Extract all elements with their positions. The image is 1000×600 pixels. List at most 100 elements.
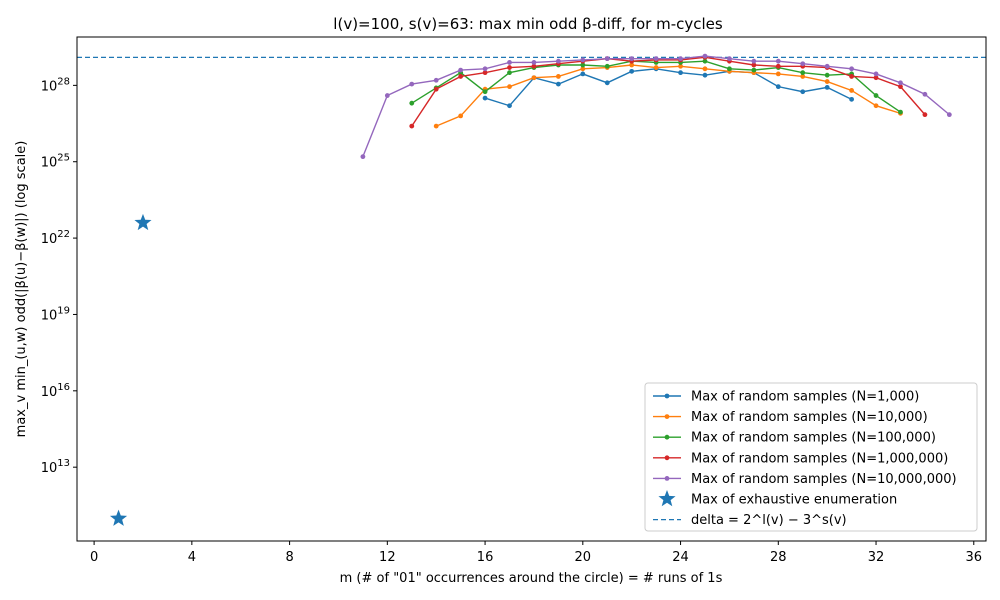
legend-entry: Max of random samples (N=100,000)	[653, 431, 936, 446]
plot-area	[77, 53, 986, 526]
x-axis: 0 4 8 12 16 20 24 28 32 36	[90, 541, 982, 565]
data-point	[898, 109, 903, 115]
legend-marker	[664, 393, 670, 399]
legend-marker	[664, 476, 670, 481]
data-point	[555, 58, 561, 64]
data-point	[702, 72, 708, 78]
data-point	[800, 74, 806, 79]
legend-entry: delta = 2^l(v) − 3^s(v)	[653, 513, 847, 528]
data-point	[507, 103, 512, 109]
legend-marker	[664, 455, 670, 461]
data-point	[580, 62, 586, 68]
data-point	[409, 81, 415, 87]
data-point	[849, 88, 855, 93]
data-point	[580, 57, 586, 63]
data-point	[433, 86, 439, 92]
data-point	[824, 79, 830, 84]
data-point	[800, 89, 806, 95]
data-point	[702, 58, 708, 64]
x-tick-label: 36	[966, 550, 983, 565]
legend-box	[644, 382, 978, 532]
data-point	[653, 56, 659, 62]
legend-entry: Max of random samples (N=1,000)	[653, 390, 919, 405]
series-2	[433, 62, 903, 129]
x-tick-label: 20	[575, 550, 592, 565]
data-point	[409, 100, 415, 106]
data-point	[751, 62, 757, 68]
legend-label: Max of random samples (N=10,000)	[691, 410, 928, 425]
data-point	[409, 123, 415, 129]
plot-frame	[76, 36, 987, 542]
data-point	[433, 123, 439, 129]
data-point	[775, 71, 781, 77]
data-point	[482, 89, 488, 95]
data-point	[531, 75, 537, 81]
exhaustive-star	[134, 213, 152, 231]
data-point	[507, 84, 512, 90]
data-point	[849, 96, 855, 102]
data-point	[824, 85, 830, 90]
data-point	[604, 80, 610, 86]
data-point	[946, 112, 952, 118]
data-point	[898, 80, 903, 86]
data-point	[775, 58, 781, 64]
data-point	[678, 63, 683, 69]
x-axis-label: m (# of "01" occurrences around the circ…	[340, 571, 723, 586]
x-tick-label: 24	[672, 550, 689, 565]
data-point	[873, 93, 879, 98]
data-point	[482, 70, 488, 76]
data-point	[922, 112, 928, 118]
data-point	[604, 56, 610, 62]
legend-entry: Max of exhaustive enumeration	[658, 490, 897, 508]
data-point	[482, 95, 488, 101]
chart-title: l(v)=100, s(v)=63: max min odd β-diff, f…	[333, 15, 723, 33]
legend-marker	[664, 414, 670, 419]
data-point	[678, 56, 683, 62]
data-point	[653, 65, 659, 70]
x-tick-label: 0	[90, 550, 98, 565]
data-point	[678, 70, 683, 76]
legend-label: Max of random samples (N=10,000,000)	[691, 472, 957, 487]
legend-label: Max of random samples (N=100,000)	[691, 431, 936, 446]
data-point	[702, 66, 708, 72]
data-point	[898, 84, 903, 90]
data-point	[775, 84, 781, 90]
data-point	[629, 56, 635, 62]
data-point	[873, 75, 879, 81]
data-point	[727, 66, 732, 72]
data-point	[580, 66, 586, 72]
legend: Max of random samples (N=1,000) Max of ra…	[644, 382, 978, 532]
data-point	[555, 81, 561, 87]
x-tick-label: 32	[868, 550, 885, 565]
legend-label: delta = 2^l(v) − 3^s(v)	[691, 513, 847, 528]
data-point	[751, 67, 757, 73]
data-point	[433, 77, 439, 83]
data-point	[458, 113, 464, 119]
data-point	[458, 74, 464, 79]
data-point	[849, 66, 855, 72]
series-line	[411, 56, 926, 127]
data-point	[727, 56, 732, 62]
x-tick-label: 16	[477, 550, 494, 565]
legend-label: Max of random samples (N=1,000,000)	[691, 451, 948, 466]
data-point	[580, 71, 586, 77]
data-point	[531, 63, 537, 69]
data-point	[824, 72, 830, 78]
series-line	[484, 68, 852, 107]
data-point	[604, 63, 610, 69]
legend-entry: Max of random samples (N=10,000,000)	[653, 472, 957, 487]
data-point	[702, 53, 708, 59]
data-point	[629, 68, 635, 74]
data-point	[531, 60, 537, 65]
data-point	[824, 63, 830, 69]
data-point	[873, 103, 879, 109]
data-point	[629, 62, 635, 68]
x-tick-label: 4	[188, 550, 196, 565]
x-tick-label: 8	[285, 550, 293, 565]
y-axis-label: max_v min_(u,w) odd(|β(u)−β(w)|) (log sc…	[14, 141, 29, 438]
series-line	[435, 64, 901, 127]
data-point	[751, 58, 757, 64]
data-point	[458, 67, 464, 73]
x-tick-label: 12	[379, 550, 396, 565]
